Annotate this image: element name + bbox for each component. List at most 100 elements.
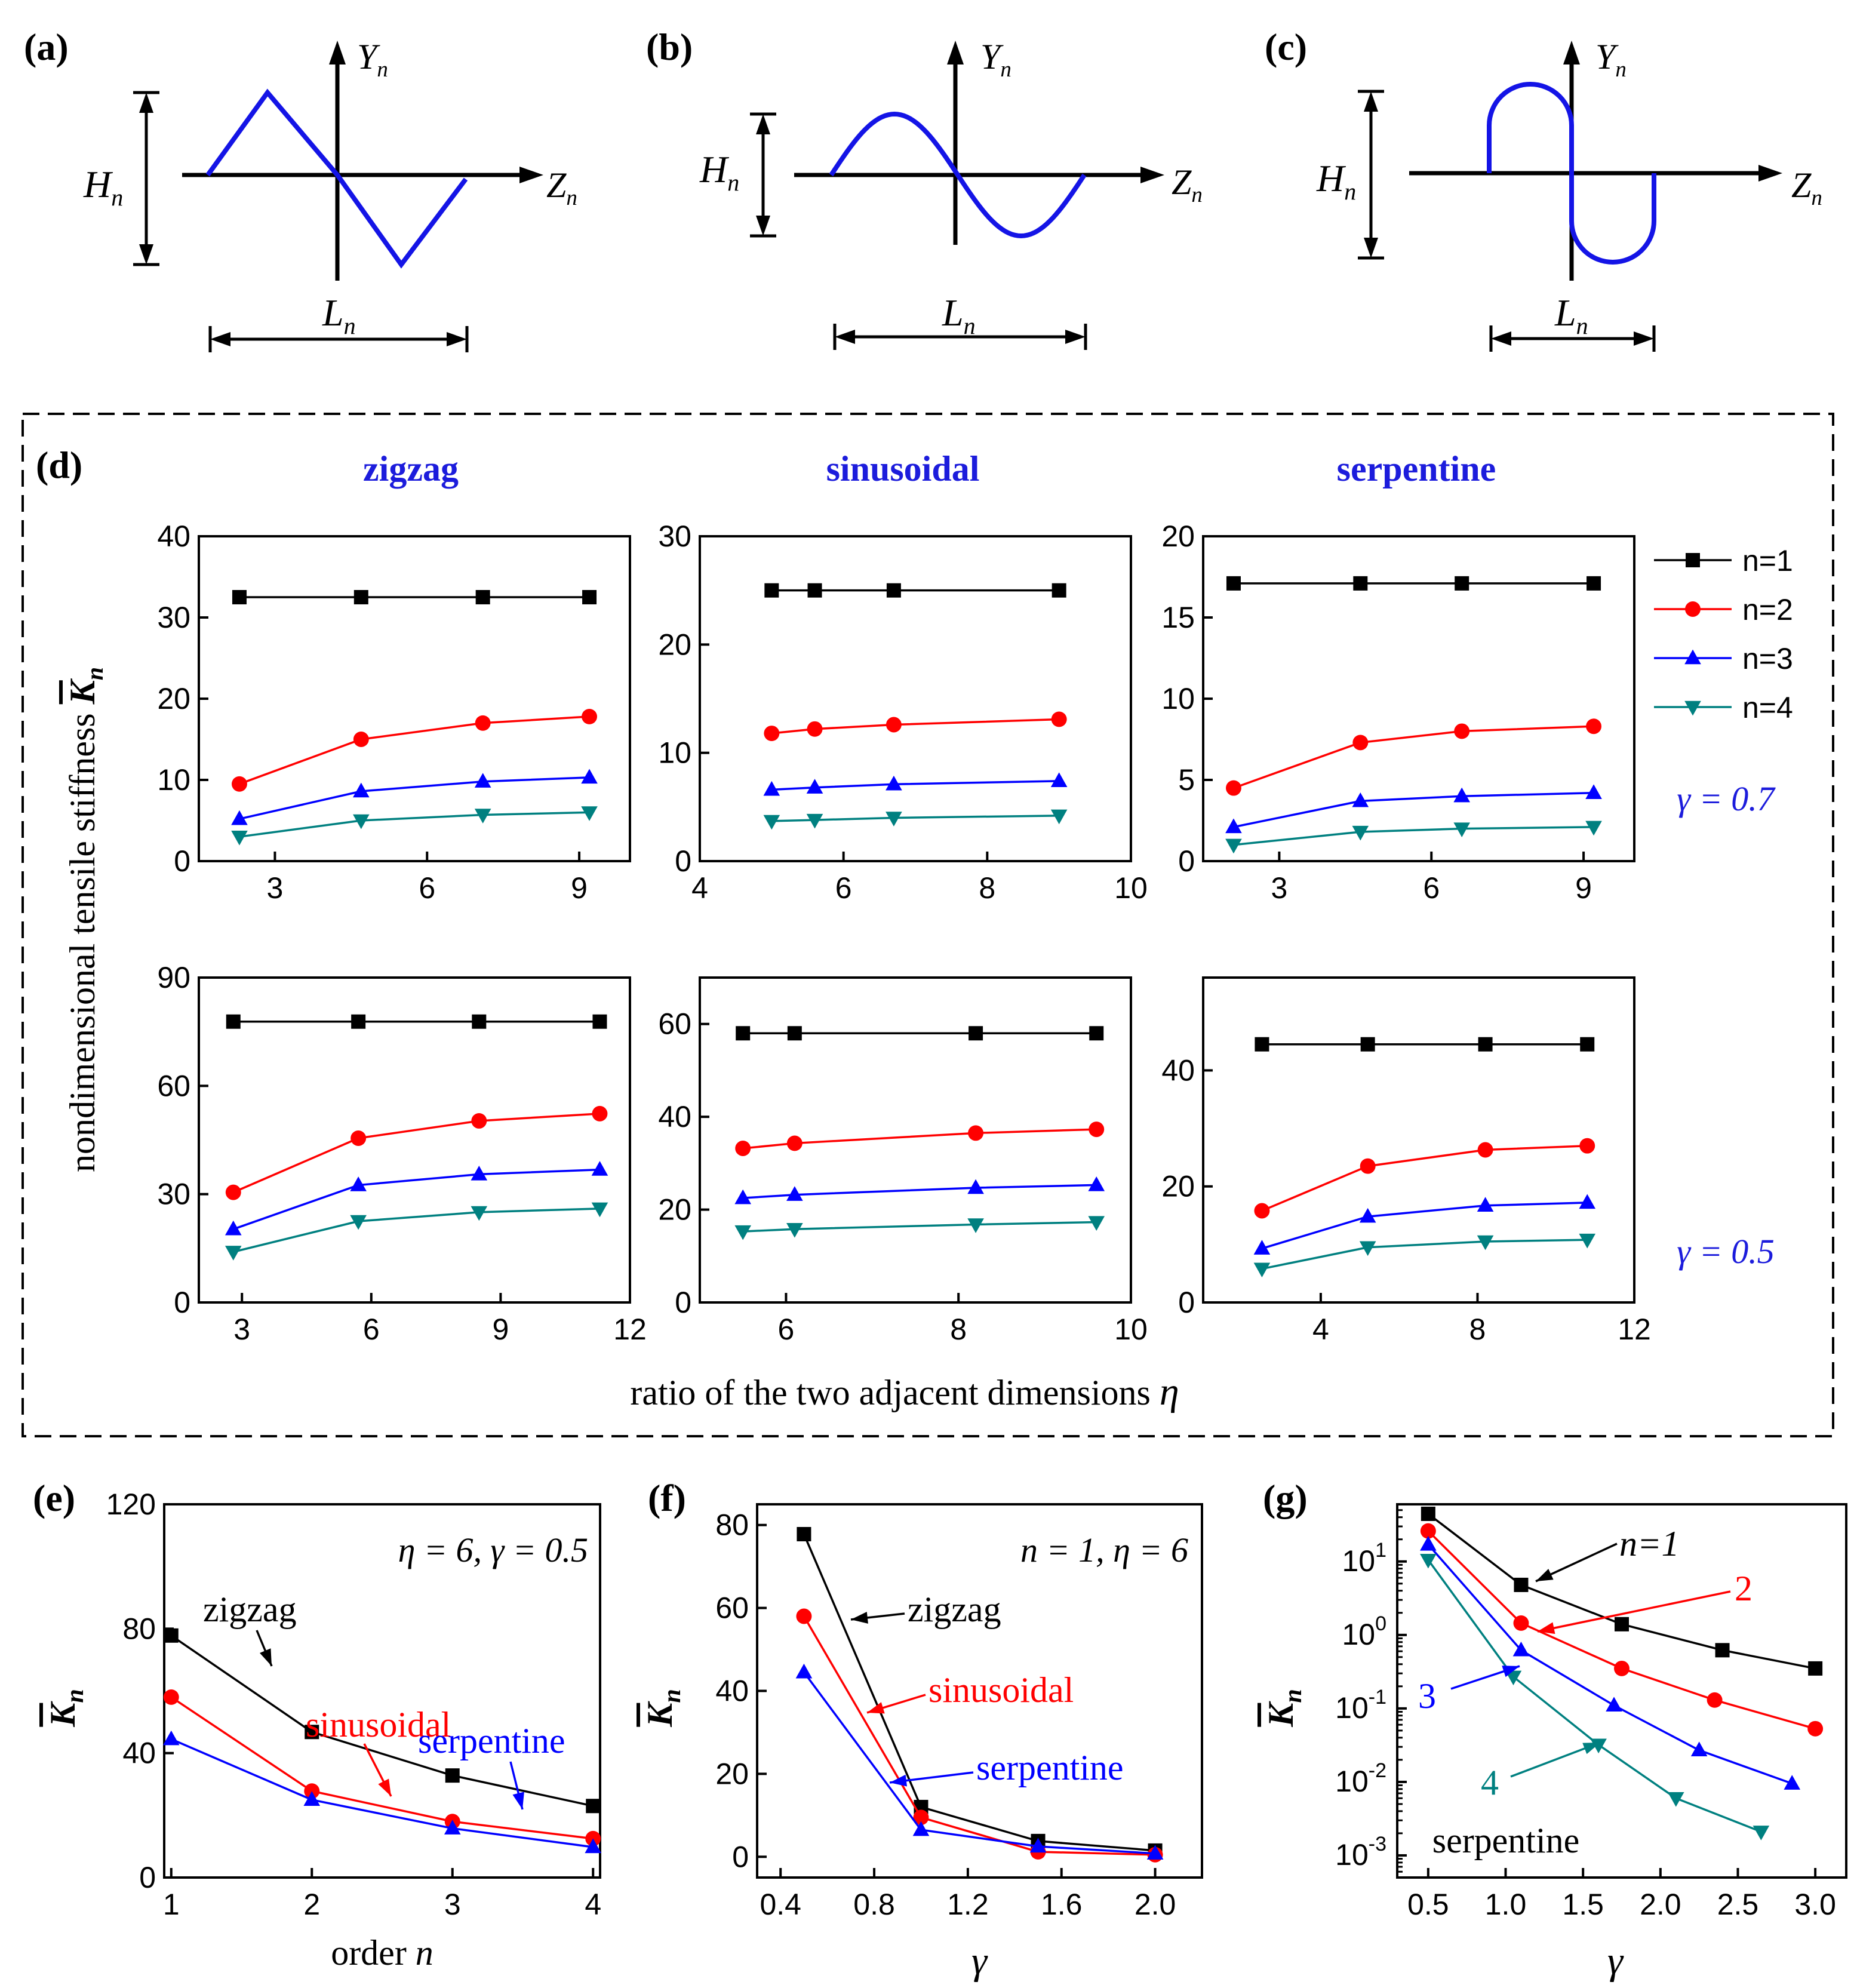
g-callout-n2-line <box>1537 1590 1731 1633</box>
schematic-a-l-label-sub: n <box>344 312 356 339</box>
schematic-c-y-arrow <box>1563 41 1580 64</box>
legend-label-n=2: n=2 <box>1742 593 1793 626</box>
y-tick-label: 0 <box>1178 844 1195 878</box>
series-line-n=4 <box>1262 1239 1588 1270</box>
y-tick-exp: -1 <box>1369 1686 1386 1709</box>
point-n=3 <box>1050 772 1068 788</box>
point-n=2 <box>1614 1660 1630 1676</box>
series-line-n=3 <box>1233 792 1594 828</box>
y-tick-exp: -2 <box>1369 1759 1386 1782</box>
schematic-b-y-label-main: Y <box>980 37 1004 76</box>
y-tick-label: 0 <box>139 1861 156 1894</box>
legend-marker-n=1 <box>1686 553 1700 567</box>
point-n=4 <box>591 1202 608 1218</box>
y-tick-base: 10 <box>1335 1691 1369 1725</box>
y-tick-exp: 0 <box>1375 1612 1386 1635</box>
schematic-c-z-label-sub: n <box>1811 186 1822 210</box>
point-serpentine <box>1146 1845 1164 1860</box>
point-n=1 <box>1353 576 1368 591</box>
y-tick-label: 20 <box>658 1193 691 1227</box>
x-tick-label: 8 <box>979 871 995 905</box>
schematic-a-h-label: Hn <box>83 163 123 211</box>
y-tick-label: 10 <box>1161 682 1195 715</box>
point-n=2 <box>807 721 823 737</box>
panel-label-a: (a) <box>24 26 69 68</box>
point-n=3 <box>231 810 248 825</box>
chart-d-serpentine-g05: 4 8 12 0 20 40 <box>1161 976 1651 1346</box>
y-tick-label: 10-3 <box>1335 1833 1386 1872</box>
f-label-sinusoidal: sinusoidal <box>928 1670 1074 1710</box>
f-y-label: Kn <box>640 1689 686 1727</box>
x-tick-label: 1.5 <box>1562 1888 1604 1921</box>
schematic-c-z-arrow <box>1758 165 1782 182</box>
y-tick-label: 40 <box>658 1100 691 1133</box>
point-n=4 <box>1585 821 1602 836</box>
f-label-serpentine: serpentine <box>976 1748 1124 1787</box>
schematic-b-h-label: Hn <box>699 148 739 196</box>
y-tick-label: 10-2 <box>1335 1759 1386 1798</box>
point-n=3 <box>1253 1240 1271 1255</box>
series-line-n=4 <box>233 1207 600 1253</box>
x-tick-label: 1.2 <box>947 1888 989 1921</box>
point-n=1 <box>351 1014 366 1029</box>
x-tick-label: 6 <box>1423 871 1440 905</box>
y-tick-label: 0 <box>174 844 190 878</box>
schematic-c-y-label: Yn <box>1595 37 1627 82</box>
f-y-label-k: K <box>640 1701 680 1728</box>
y-axis-k: K <box>63 678 102 705</box>
point-n=1 <box>807 583 822 598</box>
schematic-c-height-dim-arrow-bottom <box>1364 238 1378 258</box>
series-line-n=3 <box>743 1184 1097 1199</box>
point-n=1 <box>1421 1506 1435 1521</box>
plot-frame <box>1202 976 1635 1304</box>
series-line-serpentine <box>803 1671 1155 1855</box>
chart-d-serpentine-g07: 3 6 9 0 5 10 15 20 <box>1161 520 1635 905</box>
point-zigzag <box>797 1527 811 1541</box>
point-n=4 <box>806 813 823 829</box>
point-n=2 <box>582 708 598 724</box>
e-callout-serpentine-head <box>512 1792 524 1809</box>
point-n=1 <box>1514 1577 1529 1592</box>
y-tick-label: 10 <box>658 736 691 770</box>
x-tick-label: 1 <box>163 1888 180 1921</box>
series-line-sinusoidal <box>170 1696 594 1840</box>
point-n=4 <box>350 1215 367 1230</box>
point-n=1 <box>1255 1037 1269 1052</box>
point-n=3 <box>1512 1641 1530 1657</box>
point-zigzag <box>164 1628 179 1643</box>
y-tick-label: 60 <box>658 1007 691 1041</box>
y-tick-label: 100 <box>1342 1612 1386 1651</box>
y-tick-label: 20 <box>1161 520 1195 553</box>
x-tick-label: 3 <box>267 871 284 905</box>
point-n=3 <box>763 781 780 796</box>
x-tick-label: 2.5 <box>1717 1888 1759 1921</box>
legend-label-n=4: n=4 <box>1742 691 1793 724</box>
e-label-serpentine: serpentine <box>418 1721 565 1760</box>
e-annotation: η = 6, γ = 0.5 <box>398 1531 588 1569</box>
f-label-zigzag: zigzag <box>908 1590 1001 1629</box>
point-n=4 <box>1225 838 1242 854</box>
y-tick-label: 0 <box>174 1286 190 1319</box>
point-n=2 <box>1707 1692 1723 1708</box>
schematic-b-height-dim-arrow-bottom <box>756 216 770 236</box>
schematic-b-z-label: Zn <box>1172 162 1203 207</box>
x-tick-label: 6 <box>777 1313 794 1346</box>
f-callout-sinusoidal-head <box>867 1702 885 1714</box>
point-n=2 <box>351 1130 367 1146</box>
schematic-a-z-arrow <box>519 167 543 183</box>
panel-f: (f) 0.4 0.8 1.2 1.6 2.0 0 20 40 60 80 Kn n = 1, η = … <box>640 1477 1203 1983</box>
point-zigzag <box>445 1768 460 1783</box>
f-callout-serpentine-head <box>890 1774 908 1787</box>
y-tick-label: 80 <box>122 1612 156 1645</box>
schematic-a-height-dim-arrow-top <box>139 93 153 113</box>
point-n=1 <box>1089 1026 1104 1041</box>
chart-d-sinusoidal-g05: 6 8 10 0 20 40 60 <box>658 976 1148 1346</box>
point-n=3 <box>806 779 823 794</box>
schematic-c-length-dim-arrow-left <box>1491 331 1511 346</box>
gamma-label-top: γ = 0.7 <box>1677 779 1775 818</box>
g-callout-n2-head <box>1538 1622 1555 1634</box>
